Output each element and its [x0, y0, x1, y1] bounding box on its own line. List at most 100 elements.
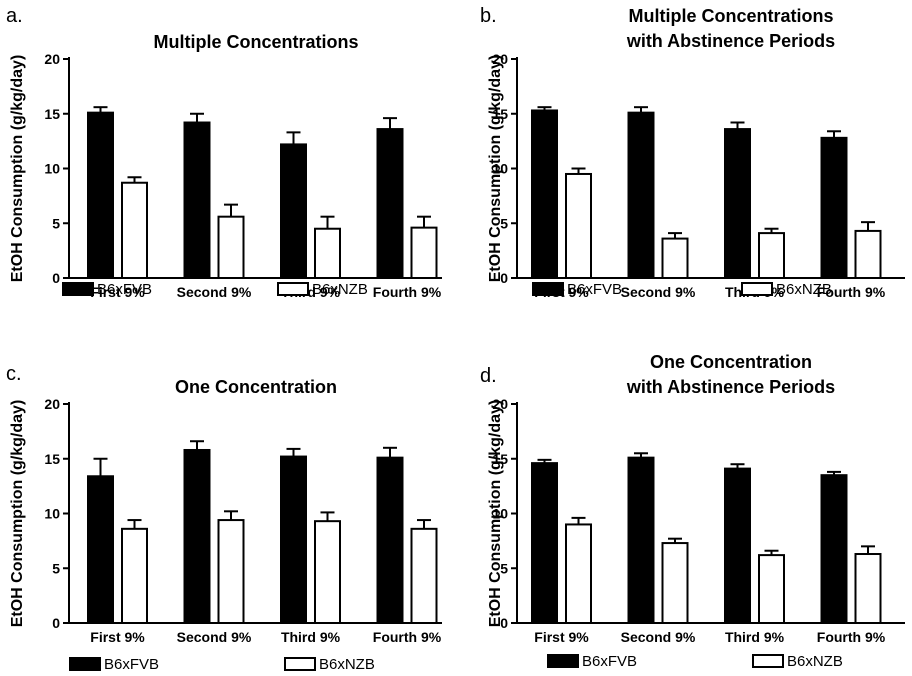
legend-swatch-b6xfvb	[69, 657, 101, 671]
y-tick-label: 0	[52, 615, 60, 631]
x-tick-label: First 9%	[534, 629, 589, 645]
y-tick-label: 10	[44, 506, 60, 522]
bar-b6xfvb	[87, 475, 114, 624]
y-tick-label: 15	[44, 451, 60, 467]
legend-label: B6xNZB	[319, 656, 375, 673]
y-tick-label: 20	[44, 51, 60, 67]
legend-label: B6xFVB	[97, 281, 152, 298]
chart-panel-3: c. One Concentration EtOH Consumption (g/k…	[6, 363, 442, 673]
panel-letter: a.	[6, 5, 23, 27]
bar-b6xfvb	[820, 474, 848, 624]
bar-b6xnzb	[121, 181, 148, 279]
legend-label: B6xFVB	[104, 656, 159, 673]
chart-title-line: One Concentration	[650, 352, 812, 372]
chart-panel-2: b. Multiple Concentrations with Abstinence…	[480, 5, 905, 300]
x-tick-label: First 9%	[90, 284, 145, 300]
chart-panel-4: d. One Concentration with Abstinence Perio…	[480, 352, 905, 670]
x-tick-label: Second 9%	[177, 629, 252, 645]
y-tick-label: 5	[52, 560, 60, 576]
chart-panel-1: a. Multiple Concentrations EtOH Consumptio…	[6, 5, 442, 300]
bar-b6xnzb	[854, 553, 882, 625]
y-tick-label: 10	[492, 161, 508, 177]
y-tick-label: 5	[500, 560, 508, 576]
bar-b6xnzb	[217, 519, 245, 625]
legend-label: B6xNZB	[776, 281, 832, 298]
legend-swatch-b6xfvb	[532, 282, 564, 296]
bar-b6xfvb	[820, 136, 848, 279]
bar-b6xfvb	[376, 456, 404, 624]
y-axis-label: EtOH Consumption (g/kg/day)	[487, 55, 504, 283]
bar-b6xnzb	[758, 554, 785, 624]
bar-b6xnzb	[217, 215, 245, 279]
bar-b6xfvb	[87, 111, 114, 279]
legend-swatch-b6xfvb	[547, 654, 579, 668]
y-tick-label: 20	[492, 51, 508, 67]
bar-b6xnzb	[410, 527, 438, 625]
y-tick-label: 15	[492, 451, 508, 467]
legend-swatch-b6xnzb	[277, 282, 309, 296]
bar-b6xfvb	[183, 448, 211, 624]
y-tick-label: 15	[44, 106, 60, 122]
x-tick-label: Fourth 9%	[817, 284, 886, 300]
bar-b6xnzb	[565, 523, 592, 625]
bar-b6xnzb	[758, 232, 785, 279]
chart-title-line: Multiple Concentrations	[153, 32, 358, 52]
chart-title-line: with Abstinence Periods	[626, 377, 835, 397]
x-tick-label: First 9%	[90, 629, 145, 645]
bar-b6xfvb	[280, 455, 307, 624]
bar-b6xnzb	[314, 520, 341, 624]
x-tick-label: Fourth 9%	[373, 629, 442, 645]
bar-b6xnzb	[854, 229, 882, 279]
legend-label: B6xFVB	[582, 653, 637, 670]
bar-b6xnzb	[565, 172, 592, 280]
panel-letter: d.	[480, 365, 497, 387]
y-axis-label: EtOH Consumption (g/kg/day)	[487, 400, 504, 628]
panel-letter: b.	[480, 5, 497, 27]
x-tick-label: Third 9%	[281, 629, 341, 645]
y-tick-label: 15	[492, 106, 508, 122]
legend-label: B6xNZB	[787, 653, 843, 670]
x-tick-label: Second 9%	[621, 629, 696, 645]
legend-swatch-b6xnzb	[752, 654, 784, 668]
y-tick-label: 10	[492, 506, 508, 522]
panel-letter: c.	[6, 363, 22, 385]
chart-title-line: Multiple Concentrations	[628, 6, 833, 26]
x-tick-label: Second 9%	[621, 284, 696, 300]
y-tick-label: 20	[44, 396, 60, 412]
bar-b6xfvb	[627, 456, 655, 624]
bar-b6xnzb	[661, 542, 689, 624]
bar-b6xfvb	[280, 143, 307, 279]
y-tick-label: 0	[500, 615, 508, 631]
legend-swatch-b6xnzb	[284, 657, 316, 671]
legend-swatch-b6xnzb	[741, 282, 773, 296]
y-tick-label: 10	[44, 161, 60, 177]
chart-title-line: One Concentration	[175, 377, 337, 397]
bar-b6xfvb	[724, 128, 751, 279]
bar-b6xnzb	[121, 527, 148, 625]
x-tick-label: Fourth 9%	[817, 629, 886, 645]
bar-b6xfvb	[183, 121, 211, 280]
x-tick-label: Fourth 9%	[373, 284, 442, 300]
bar-b6xnzb	[661, 237, 689, 279]
y-tick-label: 0	[52, 270, 60, 286]
x-tick-label: Second 9%	[177, 284, 252, 300]
legend-label: B6xNZB	[312, 281, 368, 298]
legend-label: B6xFVB	[567, 281, 622, 298]
x-tick-label: Third 9%	[725, 629, 785, 645]
bar-b6xnzb	[410, 226, 438, 280]
y-tick-label: 20	[492, 396, 508, 412]
bar-b6xfvb	[376, 128, 404, 279]
bar-b6xfvb	[531, 462, 558, 624]
bar-b6xnzb	[314, 227, 341, 280]
bar-b6xfvb	[531, 109, 558, 279]
y-tick-label: 0	[500, 270, 508, 286]
y-tick-label: 5	[500, 215, 508, 231]
chart-title-line: with Abstinence Periods	[626, 31, 835, 51]
y-tick-label: 5	[52, 215, 60, 231]
bar-b6xfvb	[627, 111, 655, 279]
y-axis-label: EtOH Consumption (g/kg/day)	[9, 55, 26, 283]
bar-b6xfvb	[724, 467, 751, 625]
y-axis-label: EtOH Consumption (g/kg/day)	[9, 400, 26, 628]
legend-swatch-b6xfvb	[62, 282, 94, 296]
